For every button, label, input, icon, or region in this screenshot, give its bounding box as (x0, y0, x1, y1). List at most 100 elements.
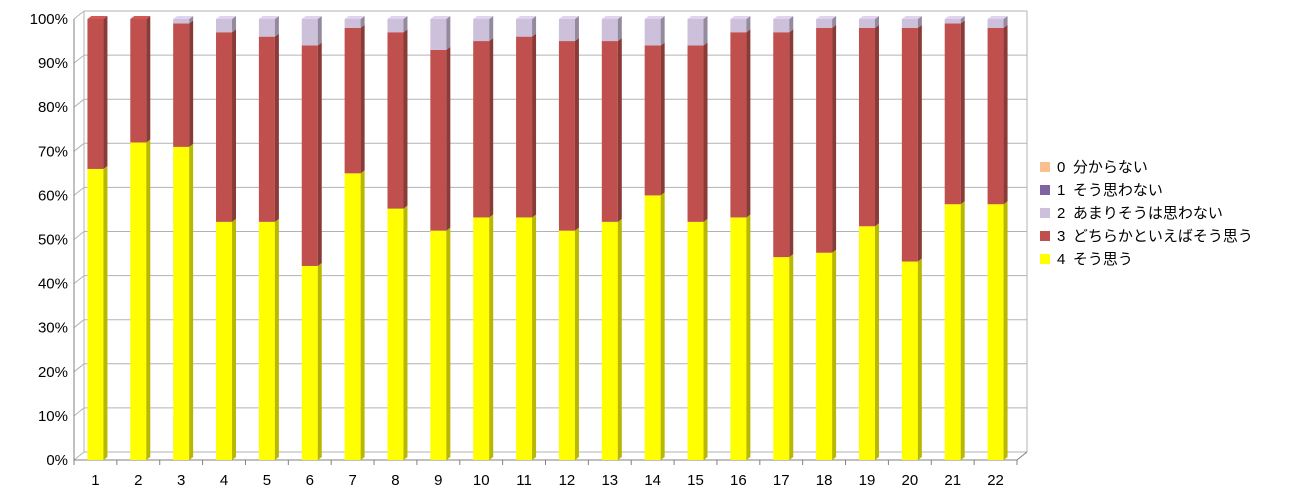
bar-segment-side (960, 20, 965, 205)
bar-segment-side (232, 29, 237, 222)
bar-segment (558, 230, 575, 460)
bar-segment (473, 19, 490, 42)
bar-segment (730, 217, 747, 460)
bar-stack (216, 16, 237, 460)
bar-top (516, 16, 537, 19)
x-tick-label: 21 (944, 472, 961, 489)
bar-segment (858, 226, 875, 460)
bar-segment (473, 217, 490, 460)
bar-segment-side (832, 249, 837, 460)
bar-top (773, 16, 794, 19)
bar-segment (344, 19, 361, 28)
bar-segment-side (789, 254, 794, 460)
bar-segment (87, 168, 104, 460)
bar-segment-side (703, 42, 708, 222)
bar-stack (730, 16, 751, 460)
bar-segment-side (232, 16, 237, 33)
bar-segment (730, 32, 747, 218)
bar-segment-side (789, 16, 794, 33)
x-tick-label: 19 (859, 472, 876, 489)
bar-segment-side (917, 258, 922, 460)
bar-segment-side (874, 223, 879, 460)
x-tick-label: 5 (263, 472, 271, 489)
bar-segment-side (403, 205, 408, 460)
bar-segment (858, 27, 875, 227)
bar-top (644, 16, 665, 19)
y-tick-label: 50% (38, 232, 68, 249)
x-tick-label: 17 (773, 472, 790, 489)
bar-segment-side (617, 38, 622, 222)
bar-segment-side (360, 170, 365, 460)
bar-segment (301, 45, 318, 266)
x-tick-label: 9 (434, 472, 442, 489)
bar-segment-side (617, 16, 622, 42)
legend-item: 1 そう思わない (1040, 182, 1163, 199)
bar-segment (944, 23, 961, 205)
bar-top (301, 16, 322, 19)
legend-label: 1 そう思わない (1057, 182, 1163, 199)
bar-segment-side (1003, 16, 1008, 28)
bar-stack (387, 16, 408, 460)
bar-segment (901, 261, 918, 460)
bar-segment-side (1003, 24, 1008, 205)
bar-stack (473, 16, 494, 460)
legend: 0 分からない 1 そう思わない 2 あまりそうは思わない 3 どちらかといえばそう思… (1040, 159, 1253, 268)
x-tick-label: 20 (901, 472, 918, 489)
bar-segment (987, 27, 1004, 205)
bar-segment-side (574, 16, 579, 42)
bar-stack (901, 16, 922, 460)
x-tick-label: 11 (516, 472, 532, 489)
bar-segment-side (317, 42, 322, 266)
bar-top (258, 16, 279, 19)
x-tick-label: 10 (473, 472, 490, 489)
bar-segment (173, 23, 190, 147)
bar-segment-side (189, 16, 194, 24)
bar-segment (601, 41, 618, 222)
bar-segment (258, 19, 275, 37)
bar-stack (516, 16, 537, 460)
bar-segment (687, 45, 704, 222)
bar-top (430, 16, 451, 19)
gridline-side (73, 187, 85, 196)
legend-item: 0 分からない (1040, 159, 1148, 176)
bar-segment-side (1003, 201, 1008, 460)
bar-segment-side (789, 29, 794, 258)
bar-segment (344, 27, 361, 174)
bar-segment-side (317, 262, 322, 460)
bar-segment (687, 19, 704, 46)
y-tick-label: 70% (38, 143, 68, 160)
y-tick-label: 10% (38, 408, 68, 425)
bar-segment-side (960, 201, 965, 460)
x-tick-label: 22 (987, 472, 1004, 489)
bar-segment (601, 19, 618, 42)
bar-segment-side (746, 214, 751, 460)
bar-top (858, 16, 879, 19)
bar-segment (173, 19, 190, 24)
bar-segment-side (274, 218, 279, 460)
bar-segment-side (446, 227, 451, 460)
bar-segment-side (489, 38, 494, 218)
bar-segment-side (874, 16, 879, 28)
legend-item: 2 あまりそうは思わない (1040, 205, 1223, 222)
legend-item: 4 そう思う (1040, 251, 1133, 268)
bar-segment (558, 41, 575, 231)
bar-segment-side (189, 20, 194, 147)
bar-segment (216, 19, 233, 33)
y-tick-label: 0% (46, 452, 68, 469)
bar-segment (258, 221, 275, 460)
bar-segment-side (360, 24, 365, 174)
x-tick-label: 13 (601, 472, 618, 489)
bar-stack (944, 16, 965, 460)
legend-label: 0 分からない (1057, 159, 1148, 176)
bar-top (601, 16, 622, 19)
bar-segment (473, 41, 490, 218)
bar-segment (301, 265, 318, 460)
bar-segment-side (746, 16, 751, 33)
bar-segment (601, 221, 618, 460)
bar-segment-side (103, 16, 108, 169)
bar-stack (130, 16, 151, 461)
bar-segment (816, 19, 833, 28)
bar-segment-side (917, 24, 922, 262)
bar-segment-side (832, 16, 837, 28)
